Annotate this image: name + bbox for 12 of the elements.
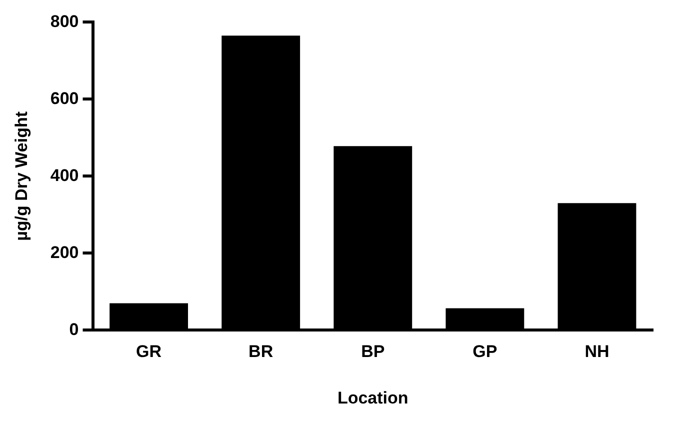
y-tick-label: 400 — [50, 166, 79, 185]
x-axis-title: Location — [337, 388, 408, 408]
y-tick-label: 600 — [50, 88, 79, 108]
x-tick-label: GP — [472, 342, 498, 362]
y-tick-label: 0 — [69, 320, 79, 339]
y-axis-title: µg/g Dry Weight — [12, 111, 31, 241]
y-tick-label: 200 — [50, 242, 79, 262]
x-tick-label: GR — [136, 342, 162, 362]
x-tick-label: BR — [248, 342, 274, 362]
x-tick-label: BP — [361, 342, 385, 362]
y-tick-label: 800 — [50, 12, 79, 31]
x-tick-label: NH — [584, 342, 610, 362]
